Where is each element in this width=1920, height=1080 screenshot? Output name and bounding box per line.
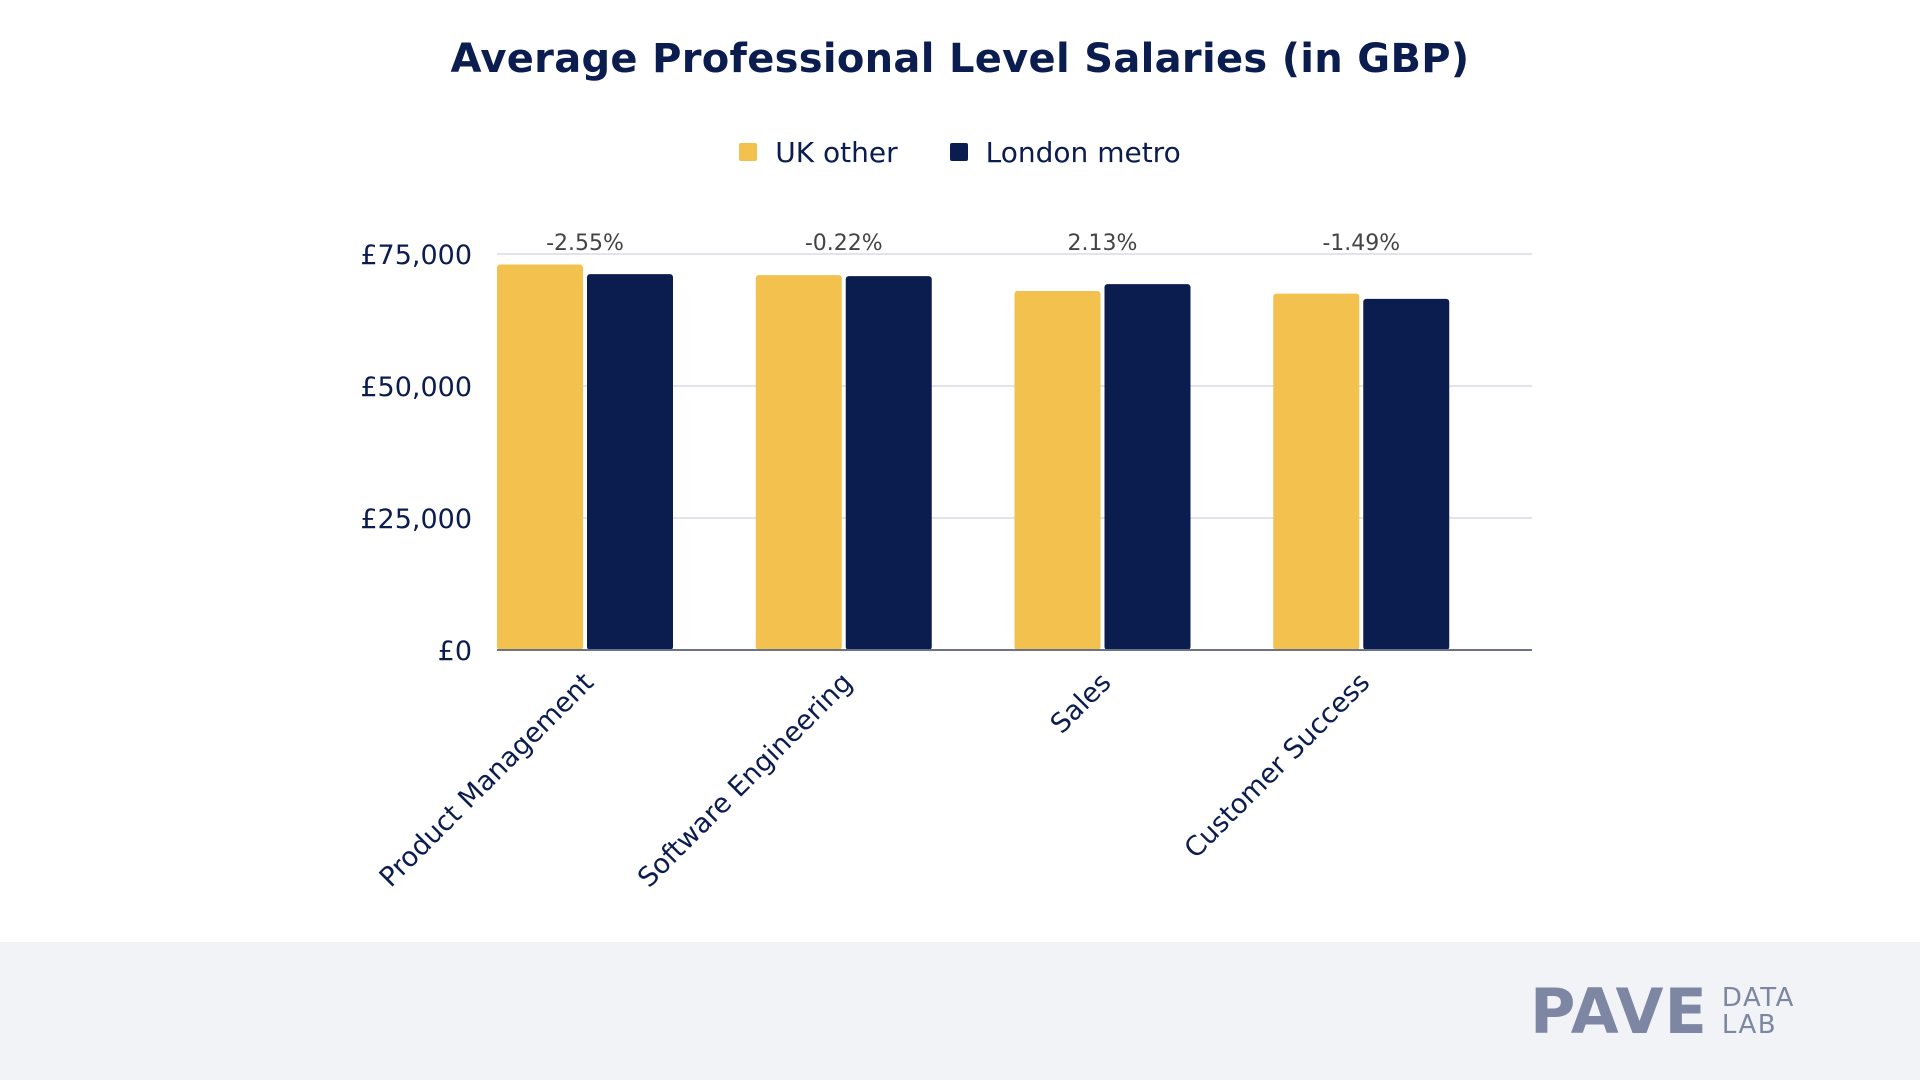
y-tick-label: £0 [438, 636, 472, 667]
logo-sub-data: DATA [1721, 983, 1795, 1013]
bar-london-metro [1104, 284, 1191, 650]
bar-chart: £0 £25,000 £50,000 £75,000 -2.55% Product Man… [360, 231, 1532, 894]
x-tick-label: Customer Success [1179, 667, 1377, 865]
bar-london-metro [1363, 298, 1450, 650]
y-tick-label: £25,000 [360, 504, 472, 535]
logo-sub-lab: LAB [1721, 1010, 1778, 1040]
footer [0, 942, 1920, 1080]
bar-uk-other [1014, 290, 1101, 650]
bar-london-metro [845, 276, 932, 650]
bar-uk-other [1273, 293, 1360, 650]
data-label: -0.22% [805, 231, 883, 256]
bar-uk-other [755, 275, 842, 650]
legend-item-uk-other: UK other [739, 135, 898, 169]
y-tick-label: £75,000 [360, 240, 472, 271]
x-tick-label: Product Management [374, 667, 600, 893]
data-label: -1.49% [1322, 231, 1400, 256]
legend-swatch-london-metro [949, 143, 968, 161]
logo-wordmark: PAVE [1530, 975, 1708, 1048]
pave-data-lab-logo: PAVE DATA LAB [1530, 975, 1795, 1048]
logo-subtext: DATA LAB [1722, 985, 1795, 1039]
data-label: 2.13% [1068, 231, 1138, 256]
legend: UK other London metro [0, 132, 1920, 172]
bar-london-metro [587, 274, 673, 650]
x-tick-label: Software Engineering [632, 667, 859, 894]
legend-label-london-metro: London metro [985, 135, 1181, 169]
bar-uk-other [497, 264, 583, 650]
chart-title: Average Professional Level Salaries (in … [450, 36, 1470, 82]
legend-label-uk-other: UK other [775, 135, 898, 169]
x-tick-label: Sales [1045, 667, 1118, 740]
legend-swatch-uk-other [739, 143, 758, 161]
data-label: -2.55% [546, 231, 624, 256]
legend-item-london-metro: London metro [949, 135, 1181, 169]
y-tick-label: £50,000 [360, 372, 472, 403]
